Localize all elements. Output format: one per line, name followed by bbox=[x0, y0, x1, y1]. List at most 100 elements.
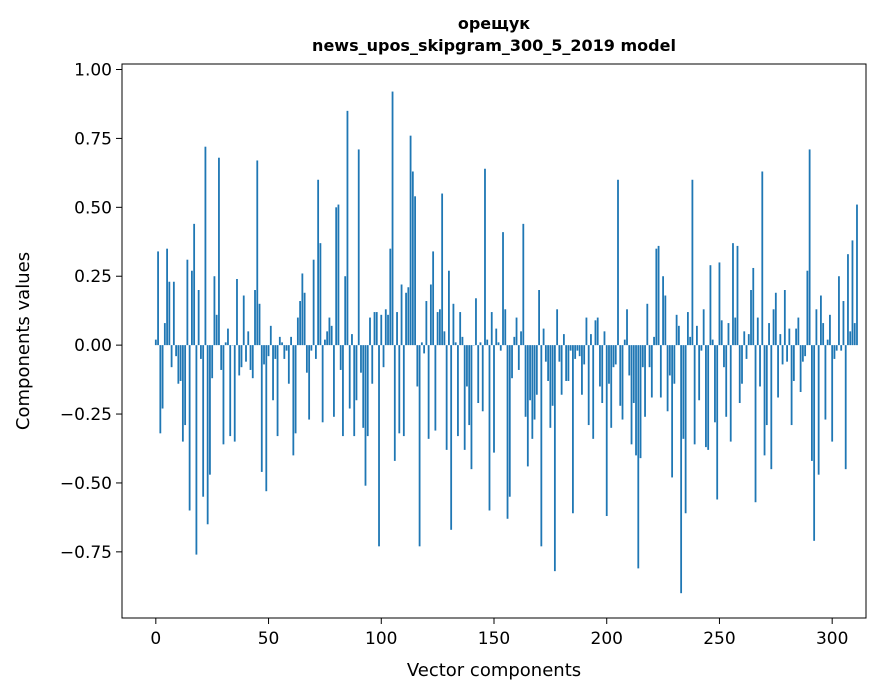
bar-270 bbox=[763, 345, 766, 456]
bar-263 bbox=[747, 334, 750, 346]
bar-277 bbox=[779, 334, 782, 346]
bar-240 bbox=[696, 325, 698, 346]
bar-259 bbox=[738, 345, 741, 404]
bar-222 bbox=[655, 248, 658, 346]
bar-43 bbox=[251, 345, 254, 379]
bar-309 bbox=[851, 240, 854, 346]
bar-179 bbox=[558, 345, 561, 362]
bar-8 bbox=[172, 281, 175, 346]
bar-118 bbox=[420, 342, 423, 346]
bar-100 bbox=[380, 314, 383, 346]
bar-140 bbox=[470, 345, 473, 470]
bar-213 bbox=[635, 345, 637, 456]
bar-311 bbox=[856, 204, 858, 346]
bar-232 bbox=[677, 325, 680, 346]
bar-285 bbox=[797, 317, 800, 346]
y-tick-label-7: −0.75 bbox=[60, 543, 112, 563]
bar-296 bbox=[822, 323, 825, 346]
bar-162 bbox=[520, 331, 522, 346]
bar-40 bbox=[245, 345, 247, 362]
bar-302 bbox=[835, 345, 838, 351]
bar-52 bbox=[272, 345, 274, 401]
bar-283 bbox=[792, 345, 795, 381]
bar-91 bbox=[360, 345, 362, 373]
bar-245 bbox=[707, 345, 710, 450]
bar-176 bbox=[551, 345, 554, 406]
bar-279 bbox=[783, 290, 786, 346]
bar-148 bbox=[488, 345, 491, 511]
bar-124 bbox=[434, 345, 437, 431]
bar-308 bbox=[849, 331, 852, 346]
bar-159 bbox=[513, 336, 516, 346]
bar-221 bbox=[653, 336, 655, 346]
bar-286 bbox=[799, 345, 802, 392]
bar-284 bbox=[795, 328, 798, 346]
y-tick-label-0: 1.00 bbox=[74, 61, 112, 81]
bar-88 bbox=[353, 345, 356, 437]
bar-201 bbox=[608, 345, 610, 384]
bar-295 bbox=[820, 295, 822, 346]
bar-56 bbox=[281, 342, 283, 346]
bar-114 bbox=[411, 171, 414, 346]
bar-287 bbox=[801, 345, 804, 362]
bar-90 bbox=[357, 149, 360, 346]
bar-102 bbox=[384, 309, 387, 346]
bar-197 bbox=[599, 345, 601, 387]
y-tick-label-6: −0.50 bbox=[60, 474, 112, 494]
bar-156 bbox=[506, 345, 509, 519]
bar-57 bbox=[283, 345, 286, 359]
bar-20 bbox=[200, 345, 202, 359]
x-tick-label-50: 50 bbox=[258, 629, 280, 649]
bar-94 bbox=[366, 345, 369, 437]
bar-126 bbox=[438, 309, 441, 346]
bar-131 bbox=[450, 345, 453, 530]
bar-281 bbox=[788, 328, 791, 346]
bar-157 bbox=[508, 345, 511, 497]
bar-98 bbox=[375, 312, 378, 346]
bar-271 bbox=[765, 345, 768, 426]
bar-291 bbox=[810, 345, 813, 461]
bar-109 bbox=[400, 284, 403, 346]
bar-212 bbox=[632, 345, 635, 404]
x-tick-label-200: 200 bbox=[591, 629, 623, 649]
bar-216 bbox=[641, 345, 644, 368]
bar-252 bbox=[723, 345, 725, 368]
bar-117 bbox=[418, 345, 421, 547]
bar-301 bbox=[833, 345, 836, 359]
bar-149 bbox=[490, 312, 493, 346]
bar-76 bbox=[326, 331, 329, 346]
bar-166 bbox=[529, 345, 531, 401]
bar-93 bbox=[364, 345, 367, 486]
x-tick-label-250: 250 bbox=[703, 629, 735, 649]
bar-139 bbox=[468, 345, 471, 426]
bar-75 bbox=[324, 339, 326, 346]
bar-127 bbox=[441, 193, 444, 346]
bar-71 bbox=[314, 345, 317, 359]
bar-206 bbox=[619, 345, 622, 406]
bar-205 bbox=[617, 179, 619, 346]
bar-39 bbox=[242, 295, 245, 346]
bar-3 bbox=[161, 345, 164, 409]
bar-229 bbox=[671, 345, 674, 478]
bar-167 bbox=[531, 345, 534, 439]
bar-223 bbox=[657, 245, 660, 346]
bar-30 bbox=[222, 345, 225, 445]
bar-183 bbox=[567, 345, 570, 381]
bar-225 bbox=[662, 276, 664, 346]
bar-13 bbox=[184, 345, 187, 426]
bar-17 bbox=[193, 223, 196, 346]
bar-31 bbox=[224, 342, 227, 346]
bar-47 bbox=[260, 345, 263, 472]
bar-78 bbox=[330, 325, 333, 346]
bar-5 bbox=[166, 248, 168, 346]
x-tick-label-0: 0 bbox=[150, 629, 161, 649]
bar-191 bbox=[585, 317, 588, 346]
bar-104 bbox=[389, 248, 392, 346]
bar-173 bbox=[544, 345, 547, 362]
bar-35 bbox=[233, 345, 236, 442]
bar-251 bbox=[720, 320, 723, 346]
bar-120 bbox=[425, 301, 428, 346]
bar-274 bbox=[772, 309, 775, 346]
bar-169 bbox=[535, 345, 538, 395]
bar-172 bbox=[542, 328, 545, 346]
